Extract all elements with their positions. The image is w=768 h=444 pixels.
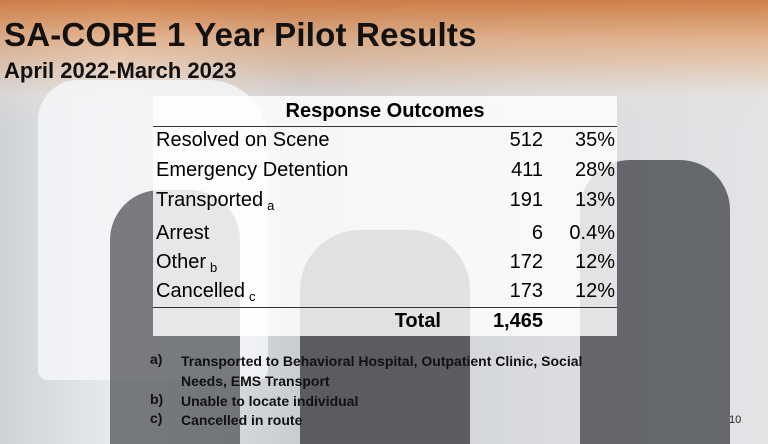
row-count: 172 [509, 251, 543, 273]
row-count: 512 [509, 129, 543, 151]
row-count: 173 [509, 280, 543, 302]
slide-title: SA-CORE 1 Year Pilot Results [4, 16, 477, 53]
total-label: Total [394, 310, 441, 332]
page-number: 10 [729, 414, 742, 426]
outcomes-table: Response Outcomes Resolved on Scene 512 35… [153, 96, 617, 336]
row-count: 411 [511, 159, 543, 181]
row-count: 191 [509, 189, 543, 211]
row-label-text: Cancelled [156, 280, 245, 302]
header-rule [153, 126, 617, 127]
row-label: Resolved on Scene [156, 129, 329, 152]
footnote-text: Transported to Behavioral Hospital, Outp… [181, 353, 583, 389]
row-label: Arrest [156, 222, 209, 245]
row-percent: 0.4% [569, 222, 615, 244]
total-count: 1,465 [492, 310, 543, 332]
total-rule [153, 307, 617, 308]
row-label-text: Emergency Detention [156, 159, 349, 181]
row-percent: 28% [574, 159, 615, 181]
row-percent: 13% [574, 189, 615, 211]
row-label-text: Arrest [156, 222, 210, 244]
footnote-text: Unable to locate individual [181, 393, 359, 409]
row-percent: 12% [574, 280, 615, 302]
row-label: Emergency Detention [156, 159, 348, 182]
footnote-marker: a) [150, 351, 163, 367]
row-percent: 12% [574, 251, 615, 273]
row-note: b [210, 260, 218, 275]
row-label: Other b [156, 251, 217, 275]
footnote-marker: b) [150, 391, 164, 407]
row-count: 6 [531, 222, 543, 244]
row-label-text: Resolved on Scene [156, 129, 330, 151]
footnote-text: Cancelled in route [181, 412, 303, 428]
row-label-text: Other [156, 251, 207, 273]
row-note: a [267, 198, 275, 213]
row-note: c [248, 289, 256, 304]
row-percent: 35% [574, 129, 615, 151]
row-label: Transported a [156, 189, 274, 213]
slide-subtitle: April 2022-March 2023 [4, 58, 237, 83]
table-header: Response Outcomes [285, 100, 485, 122]
footnote-marker: c) [150, 410, 163, 426]
row-label: Cancelled c [156, 280, 255, 304]
row-label-text: Transported [156, 189, 264, 211]
